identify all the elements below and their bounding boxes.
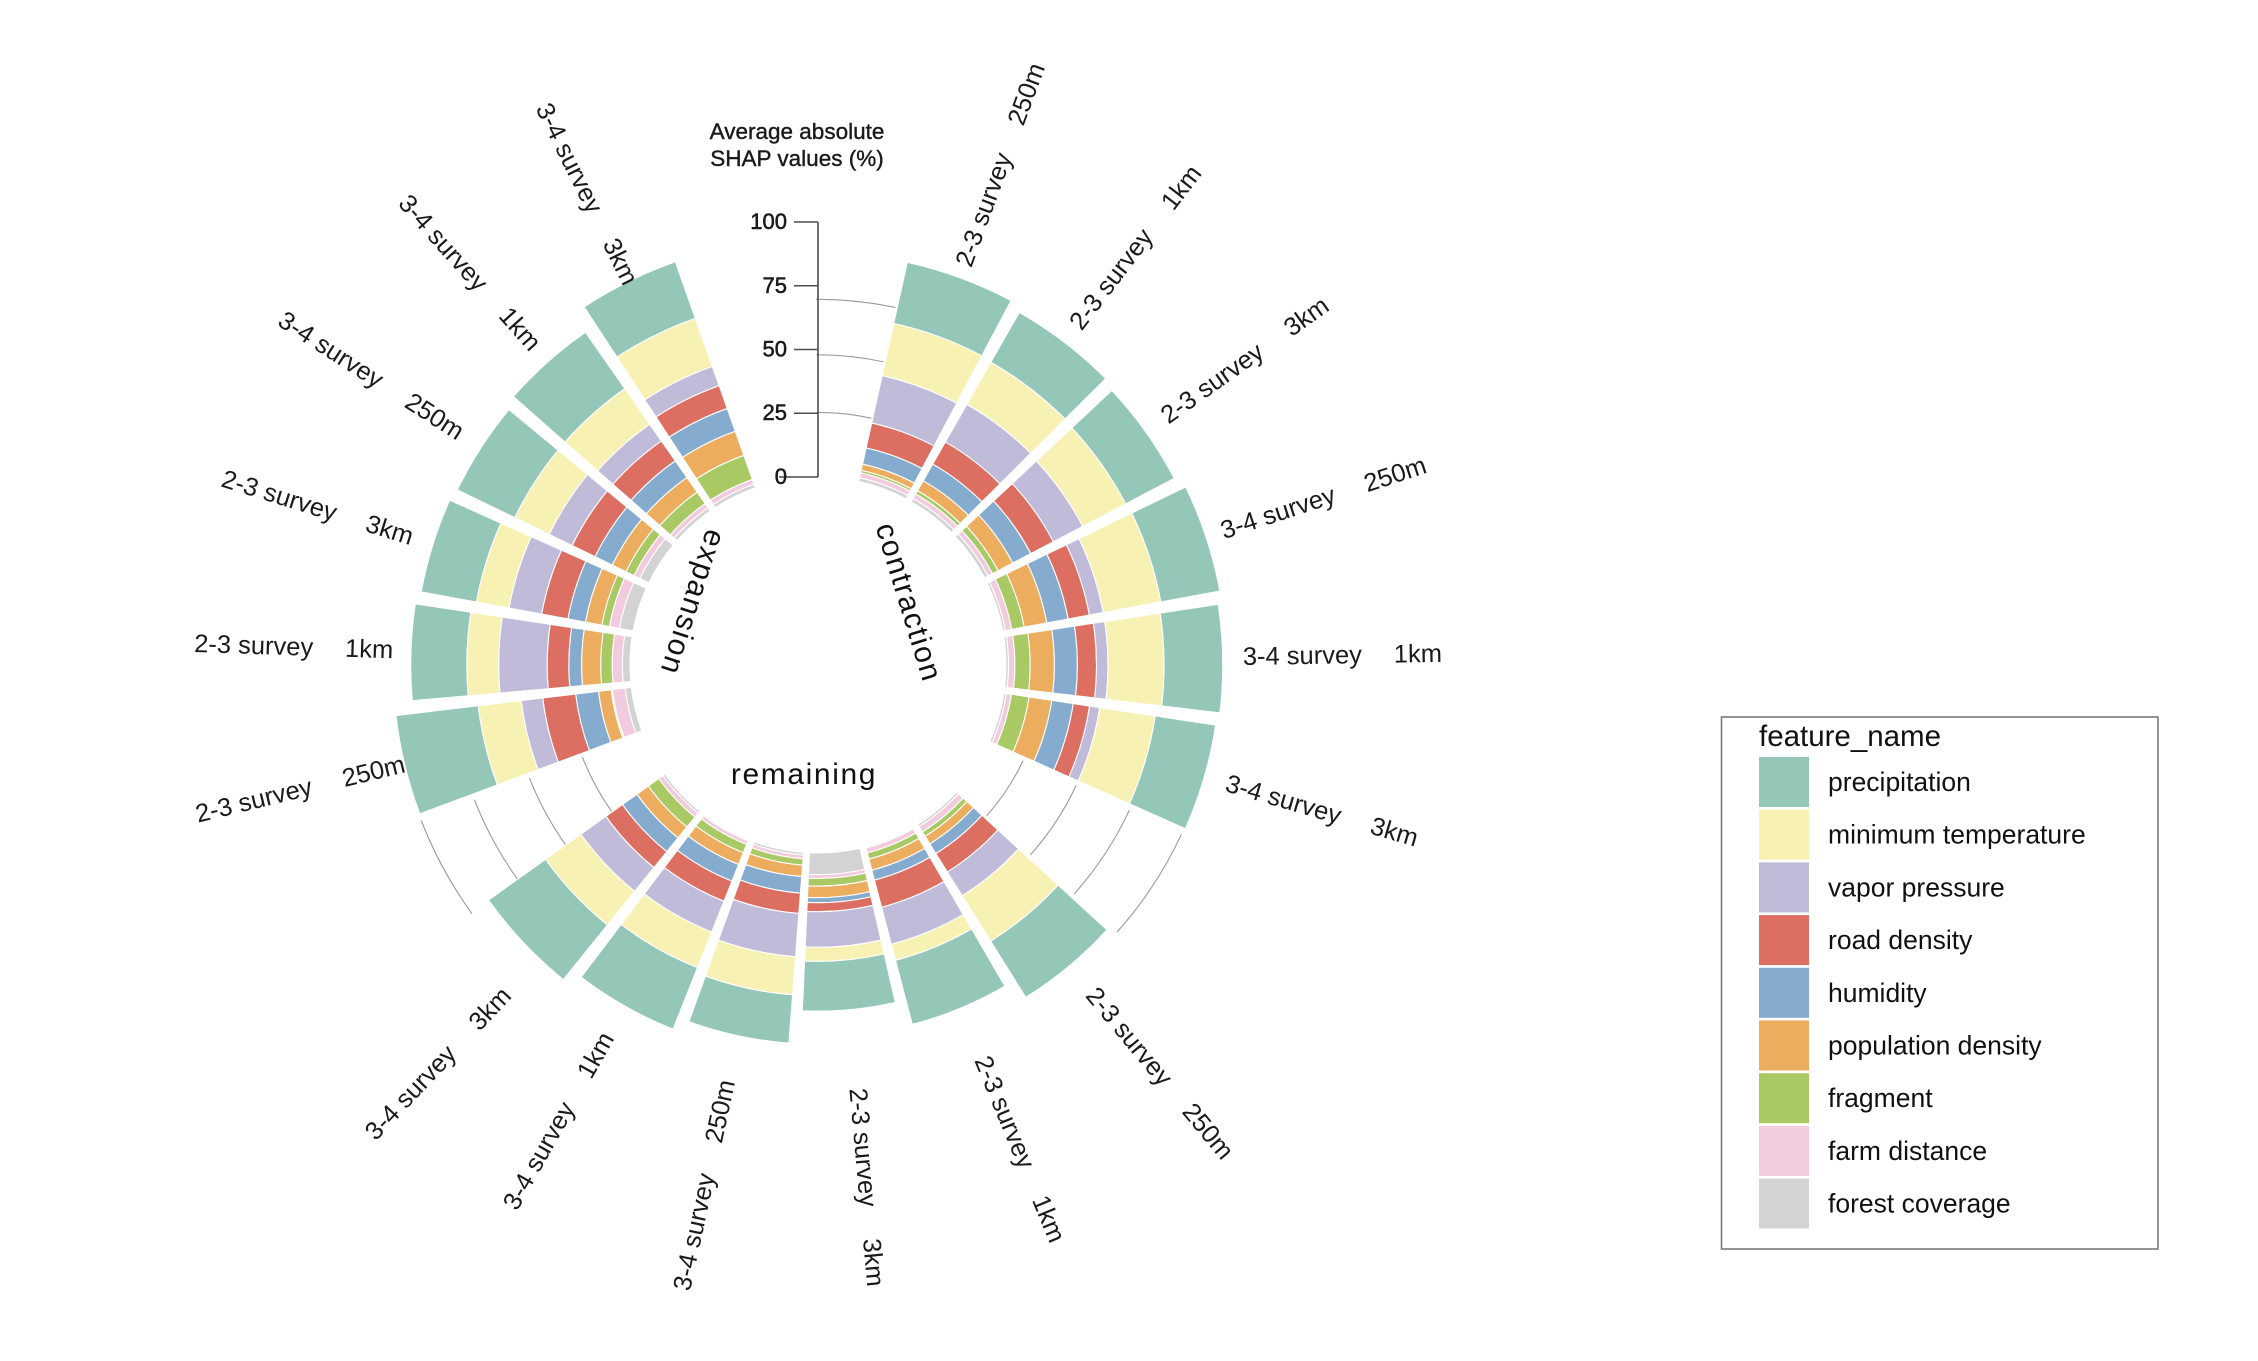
svg-text:3-4 survey 1km: 3-4 survey 1km <box>1243 640 1443 671</box>
svg-text:road density: road density <box>1828 925 1973 955</box>
svg-text:forest coverage: forest coverage <box>1828 1189 2011 1219</box>
svg-text:0: 0 <box>775 464 787 489</box>
svg-text:SHAP values (%): SHAP values (%) <box>710 146 883 171</box>
svg-text:humidity: humidity <box>1828 978 1927 1008</box>
svg-text:75: 75 <box>763 273 787 298</box>
svg-text:2-3 survey 1km: 2-3 survey 1km <box>194 630 394 664</box>
svg-text:25: 25 <box>763 400 787 425</box>
svg-text:farm distance: farm distance <box>1828 1136 1987 1166</box>
svg-text:vapor pressure: vapor pressure <box>1828 872 2005 902</box>
svg-text:100: 100 <box>750 209 787 234</box>
svg-text:feature_name: feature_name <box>1759 720 1941 753</box>
svg-text:precipitation: precipitation <box>1828 767 1971 797</box>
svg-text:Average absolute: Average absolute <box>710 119 885 144</box>
svg-text:fragment: fragment <box>1828 1083 1933 1113</box>
svg-text:50: 50 <box>763 337 787 362</box>
svg-text:population density: population density <box>1828 1031 2042 1061</box>
svg-text:minimum temperature: minimum temperature <box>1828 820 2086 850</box>
svg-text:remaining: remaining <box>731 758 877 791</box>
